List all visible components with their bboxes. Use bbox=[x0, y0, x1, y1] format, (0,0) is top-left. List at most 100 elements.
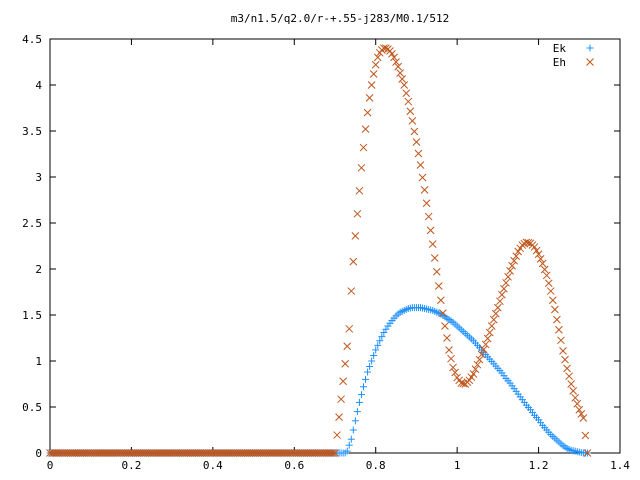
data-point-eh bbox=[394, 62, 402, 71]
data-point-eh bbox=[548, 296, 557, 305]
data-point-ek bbox=[355, 398, 363, 406]
y-tick-label: 3.5 bbox=[22, 125, 42, 138]
data-point-ek bbox=[366, 363, 374, 371]
data-point-eh bbox=[351, 232, 360, 240]
data-point-ek bbox=[347, 435, 355, 443]
data-point-eh bbox=[337, 395, 345, 404]
plot-border bbox=[49, 38, 621, 454]
data-point-eh bbox=[365, 94, 374, 102]
data-point-eh bbox=[481, 340, 490, 349]
data-point-eh bbox=[345, 324, 354, 333]
legend: Ek Eh bbox=[553, 42, 594, 69]
data-point-eh bbox=[542, 271, 551, 280]
data-point-eh bbox=[485, 328, 494, 337]
data-point-ek bbox=[372, 346, 380, 354]
data-point-eh bbox=[459, 379, 468, 388]
series-ek bbox=[46, 304, 591, 457]
data-point-ek bbox=[374, 341, 382, 349]
y-tick-label: 1.5 bbox=[22, 309, 42, 322]
data-point-eh bbox=[341, 359, 350, 368]
data-point-eh bbox=[363, 108, 372, 117]
x-tick-label: 0.6 bbox=[284, 459, 304, 472]
data-point-eh bbox=[557, 336, 565, 345]
data-point-eh bbox=[479, 345, 488, 354]
y-tick-label: 0.5 bbox=[22, 401, 42, 414]
data-point-eh bbox=[561, 355, 569, 364]
data-point-eh bbox=[388, 49, 396, 58]
data-point-eh bbox=[373, 53, 382, 62]
data-point-eh bbox=[571, 393, 580, 402]
data-point-eh bbox=[573, 399, 582, 408]
data-point-eh bbox=[408, 117, 417, 125]
data-point-eh bbox=[555, 325, 563, 334]
data-point-eh bbox=[512, 252, 521, 260]
data-point-eh bbox=[559, 347, 567, 355]
data-point-eh bbox=[422, 199, 431, 208]
legend-label-ek: Ek bbox=[553, 42, 567, 55]
data-point-eh bbox=[536, 255, 545, 263]
data-point-eh bbox=[339, 377, 347, 386]
data-point-eh bbox=[443, 334, 451, 342]
data-point-eh bbox=[367, 81, 376, 89]
data-point-eh bbox=[398, 75, 407, 83]
data-point-eh bbox=[331, 449, 339, 457]
x-tick-label: 0 bbox=[47, 459, 54, 472]
data-point-eh bbox=[489, 315, 498, 324]
data-point-eh bbox=[353, 209, 362, 218]
data-point-eh bbox=[575, 405, 584, 414]
data-point-eh bbox=[404, 97, 413, 106]
data-point-ek bbox=[343, 447, 351, 455]
data-point-eh bbox=[532, 246, 541, 255]
data-point-ek bbox=[345, 441, 353, 449]
data-point-eh bbox=[569, 387, 578, 395]
data-point-ek bbox=[357, 391, 365, 399]
data-point-ek bbox=[370, 351, 378, 359]
data-point-eh bbox=[534, 250, 543, 259]
chart-title: m3/n1.5/q2.0/r-+.55-j283/M0.1/512 bbox=[231, 12, 450, 25]
x-tick-label: 0.2 bbox=[121, 459, 141, 472]
y-tick-label: 0 bbox=[35, 447, 42, 460]
data-point-eh bbox=[510, 256, 518, 265]
data-point-eh bbox=[414, 149, 423, 158]
data-point-ek bbox=[353, 408, 361, 416]
y-tick-label: 3 bbox=[35, 171, 42, 184]
data-point-eh bbox=[498, 290, 506, 299]
series-eh bbox=[46, 44, 592, 457]
data-point-eh bbox=[426, 226, 435, 235]
data-point-eh bbox=[449, 363, 457, 372]
data-point-ek bbox=[360, 383, 367, 391]
data-point-eh bbox=[469, 370, 478, 378]
data-point-eh bbox=[496, 297, 504, 306]
data-point-eh bbox=[581, 431, 590, 440]
data-point-eh bbox=[418, 173, 427, 182]
legend-label-eh: Eh bbox=[553, 56, 566, 69]
data-point-eh bbox=[500, 284, 508, 293]
data-point-eh bbox=[369, 70, 378, 78]
data-point-eh bbox=[451, 368, 459, 377]
y-tick-label: 1 bbox=[35, 355, 42, 368]
data-point-eh bbox=[504, 272, 512, 281]
data-point-eh bbox=[420, 186, 429, 194]
data-point-eh bbox=[333, 431, 341, 439]
data-point-eh bbox=[357, 163, 366, 172]
data-point-eh bbox=[563, 364, 571, 373]
data-point-eh bbox=[546, 287, 555, 295]
data-point-eh bbox=[483, 334, 492, 343]
data-point-eh bbox=[432, 267, 441, 276]
data-point-eh bbox=[392, 58, 400, 66]
y-tick-label: 2.5 bbox=[22, 217, 42, 230]
data-point-eh bbox=[540, 265, 549, 274]
data-point-eh bbox=[416, 161, 425, 169]
data-point-eh bbox=[428, 240, 437, 249]
data-point-eh bbox=[400, 81, 409, 89]
data-point-eh bbox=[475, 355, 484, 364]
data-point-eh bbox=[371, 60, 380, 69]
data-point-eh bbox=[361, 125, 370, 134]
data-point-eh bbox=[477, 350, 486, 359]
data-point-eh bbox=[329, 449, 337, 457]
data-point-ek bbox=[376, 337, 384, 345]
data-point-eh bbox=[402, 89, 411, 98]
data-point-eh bbox=[538, 259, 547, 268]
data-point-eh bbox=[447, 354, 455, 363]
